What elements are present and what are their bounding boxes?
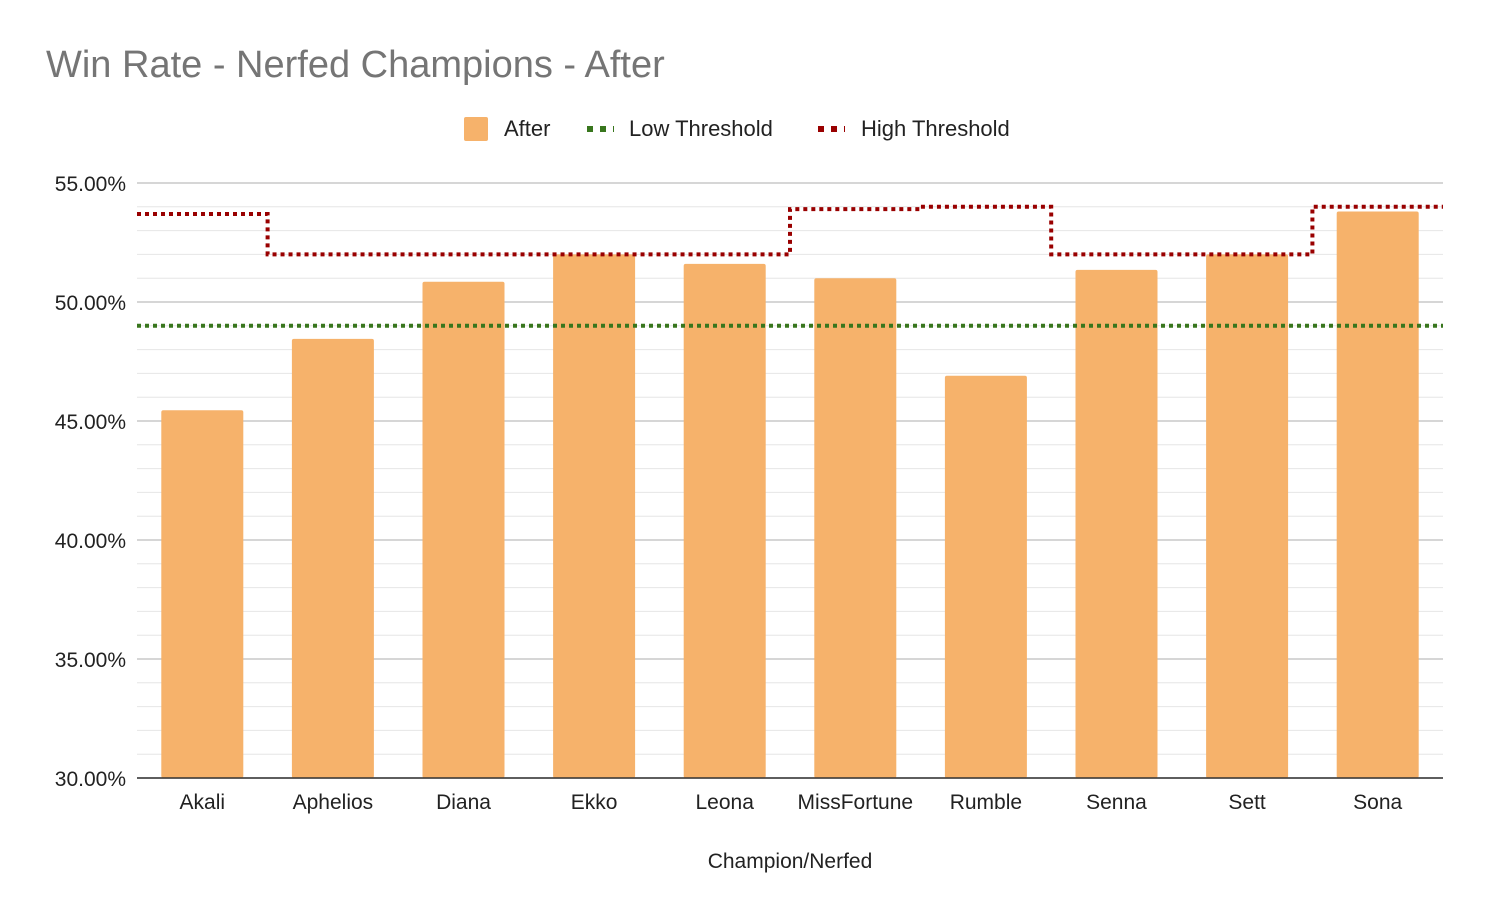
bar-sona [1336,211,1419,778]
bar-akali [161,410,244,778]
threshold-lines [137,204,1443,328]
legend-label-after: After [504,116,550,141]
x-tick-label: Rumble [950,791,1022,814]
x-tick-label: Ekko [571,791,618,814]
bar-missfortune [814,278,897,778]
y-axis-tick-labels: 30.00% 35.00% 40.00% 45.00% 50.00% 55.00% [55,173,126,791]
bar-aphelios [291,338,374,778]
threshold-line-high-threshold [137,204,1443,257]
legend-label-low-threshold: Low Threshold [629,116,773,141]
x-axis-category-labels: Akali Aphelios Diana Ekko Leona MissFortune Ru… [180,791,1403,814]
bars [161,211,1419,778]
x-tick-label: Sona [1353,791,1402,814]
bar-senna [1075,269,1158,778]
legend-label-high-threshold: High Threshold [861,116,1010,141]
bar-diana [422,281,505,778]
y-tick-label: 50.00% [55,292,126,315]
x-tick-label: Senna [1086,791,1147,814]
y-tick-label: 40.00% [55,530,126,553]
chart-title: Win Rate - Nerfed Champions - After [46,44,665,86]
y-tick-label: 35.00% [55,649,126,672]
x-tick-label: Aphelios [293,791,374,814]
x-tick-label: MissFortune [798,791,914,814]
y-tick-label: 30.00% [55,768,126,791]
x-axis-title: Champion/Nerfed [708,850,873,873]
legend: After Low Threshold High Threshold [464,116,1010,141]
bar-ekko [553,254,636,778]
bar-leona [683,263,766,778]
x-tick-label: Diana [436,791,491,814]
x-tick-label: Akali [180,791,226,814]
x-tick-label: Sett [1228,791,1266,814]
legend-swatch-after [464,117,488,141]
x-tick-label: Leona [695,791,754,814]
y-tick-label: 55.00% [55,173,126,196]
bar-sett [1206,254,1289,778]
bar-rumble [944,375,1027,778]
y-tick-label: 45.00% [55,411,126,434]
